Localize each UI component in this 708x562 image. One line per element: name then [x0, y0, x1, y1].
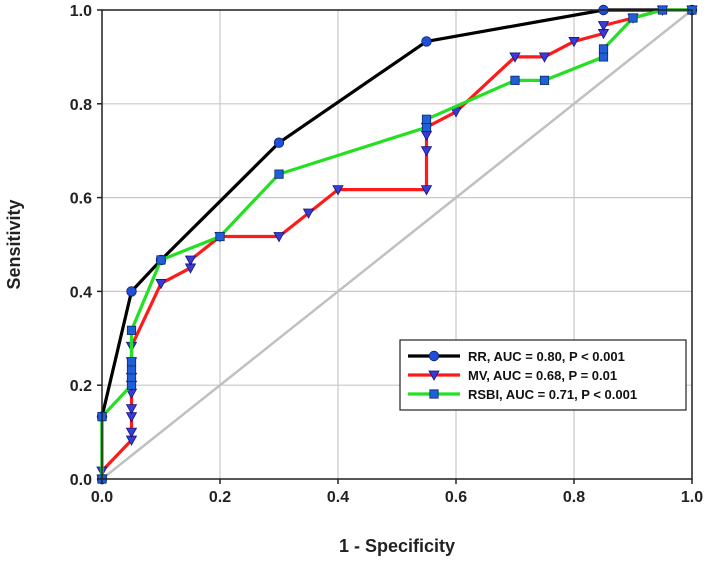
reference-diagonal: [101, 9, 693, 480]
legend-label-mv: MV, AUC = 0.68, P = 0.01: [468, 368, 617, 383]
point-mv-11: [155, 279, 167, 290]
point-rsbi-12: [510, 75, 520, 85]
x-axis-title: 1 - Specificity: [339, 536, 455, 556]
y-tick-label-3: 0.6: [70, 191, 92, 208]
point-mv-23: [509, 52, 521, 63]
y-axis-title: Sensitivity: [4, 199, 24, 289]
point-rsbi-9: [274, 169, 284, 179]
point-rsbi-6: [126, 325, 137, 335]
point-rsbi-14: [598, 52, 609, 62]
point-mv-19: [420, 146, 433, 157]
point-rr-4: [273, 137, 285, 148]
legend-box: [399, 339, 687, 411]
point-mv-24: [538, 52, 551, 63]
y-tick-label-0: 0.0: [70, 472, 92, 489]
legend-swatch-marker-rsbi: [429, 389, 439, 399]
point-rsbi-4: [126, 365, 137, 375]
legend: RR, AUC = 0.80, P < 0.001 MV, AUC = 0.68,…: [399, 339, 687, 411]
point-rsbi-8: [215, 231, 225, 242]
point-mv-18: [420, 185, 433, 196]
point-mv-17: [332, 185, 344, 196]
point-rsbi-16: [628, 13, 638, 23]
point-rsbi-5: [126, 357, 137, 367]
point-mv-27: [597, 21, 610, 32]
x-tick-label-5: 1.0: [681, 489, 703, 506]
y-tick-label-5: 1.0: [70, 3, 92, 20]
point-rsbi-13: [539, 75, 550, 85]
point-rsbi-10: [421, 122, 432, 132]
legend-label-rsbi: RSBI, AUC = 0.71, P < 0.001: [468, 387, 637, 402]
series-layer: [96, 4, 698, 485]
x-tick-label-0: 0.0: [91, 489, 113, 506]
legend-swatch-marker-mv: [428, 370, 440, 381]
legend-swatch-marker-rr: [428, 350, 440, 362]
point-mv-3: [125, 427, 138, 438]
x-tick-label-3: 0.6: [445, 489, 467, 506]
point-rr-2: [126, 286, 137, 297]
reference-line-layer: [101, 9, 693, 480]
x-tick-label-1: 0.2: [209, 489, 231, 506]
y-tick-label-2: 0.4: [70, 284, 92, 301]
point-mv-16: [302, 208, 315, 219]
point-rsbi-7: [156, 255, 166, 265]
x-tick-label-2: 0.4: [327, 489, 349, 506]
point-rsbi-11: [421, 114, 432, 124]
point-rr-5: [421, 36, 432, 47]
point-rsbi-2: [126, 380, 137, 390]
legend-label-rr: RR, AUC = 0.80, P < 0.001: [468, 349, 625, 364]
y-tick-label-4: 0.8: [70, 97, 92, 114]
plot-frame: [101, 9, 693, 480]
point-mv-5: [125, 404, 138, 415]
point-mv-25: [568, 37, 580, 48]
point-rsbi-15: [598, 44, 609, 54]
point-mv-13: [184, 255, 197, 266]
point-mv-15: [273, 232, 285, 243]
series-line-rr: [100, 8, 694, 481]
x-tick-label-4: 0.8: [563, 489, 585, 506]
y-tick-label-1: 0.2: [70, 378, 92, 395]
tick-labels: 0.0 0.2 0.4 0.6 0.8 1.0 0.0 0.2 0.4 0.6 0.8 1.0: [70, 3, 703, 506]
